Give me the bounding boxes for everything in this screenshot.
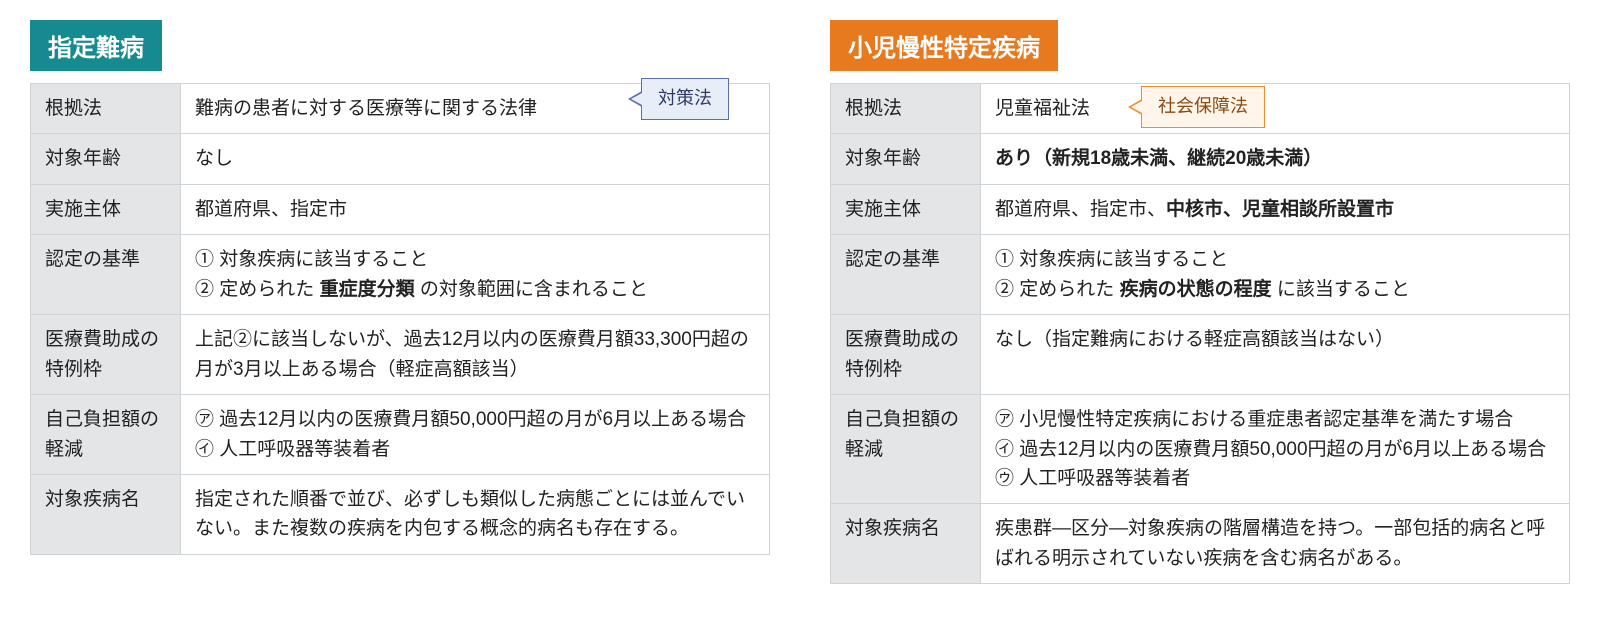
row-key: 対象年齢 — [31, 134, 181, 184]
table-row: 対象年齢 あり（新規18歳未満、継続20歳未満） — [831, 134, 1570, 184]
left-title: 指定難病 — [30, 20, 162, 71]
row-value: 児童福祉法 社会保障法 — [981, 84, 1570, 134]
table-row: 対象疾病名 疾患群―区分―対象疾病の階層構造を持つ。一部包括的病名と呼ばれる明示… — [831, 504, 1570, 584]
row-key: 根拠法 — [831, 84, 981, 134]
text-bold: 重症度分類 — [320, 279, 415, 300]
row-key: 自己負担額の軽減 — [831, 395, 981, 504]
right-table: 根拠法 児童福祉法 社会保障法 対象年齢 あり（新規18歳未満、継続20歳未満）… — [830, 83, 1570, 584]
table-row: 対象疾病名 指定された順番で並び、必ずしも類似した病態ごとには並んでいない。また… — [31, 474, 770, 554]
text: に該当すること — [1272, 279, 1410, 300]
row-key: 実施主体 — [831, 184, 981, 234]
row-value: ㋐ 過去12月以内の医療費月額50,000円超の月が6月以上ある場合 ㋑ 人工呼… — [181, 395, 770, 475]
row-key: 実施主体 — [31, 184, 181, 234]
row-value: なし（指定難病における軽症高額該当はない） — [981, 315, 1570, 395]
row-value: 都道府県、指定市 — [181, 184, 770, 234]
text: ② 定められた — [995, 279, 1120, 300]
table-row: 医療費助成の特例枠 上記②に該当しないが、過去12月以内の医療費月額33,300… — [31, 315, 770, 395]
callout-label: 対策法 — [641, 78, 729, 120]
age-text: あり（新規18歳未満、継続20歳未満） — [995, 148, 1322, 169]
criteria-line: ① 対象疾病に該当すること — [195, 245, 755, 274]
row-value: ㋐ 小児慢性特定疾病における重症患者認定基準を満たす場合 ㋑ 過去12月以内の医… — [981, 395, 1570, 504]
row-value: 上記②に該当しないが、過去12月以内の医療費月額33,300円超の月が3月以上あ… — [181, 315, 770, 395]
text: 都道府県、指定市、 — [995, 199, 1166, 220]
row-key: 対象疾病名 — [831, 504, 981, 584]
reduction-line: ㋒ 人工呼吸器等装着者 — [995, 464, 1555, 493]
text: ② 定められた — [195, 279, 320, 300]
table-row: 認定の基準 ① 対象疾病に該当すること ② 定められた 疾病の状態の程度 に該当… — [831, 235, 1570, 315]
row-key: 認定の基準 — [31, 235, 181, 315]
row-value: 疾患群―区分―対象疾病の階層構造を持つ。一部包括的病名と呼ばれる明示されていない… — [981, 504, 1570, 584]
table-row: 自己負担額の軽減 ㋐ 小児慢性特定疾病における重症患者認定基準を満たす場合 ㋑ … — [831, 395, 1570, 504]
table-row: 医療費助成の特例枠 なし（指定難病における軽症高額該当はない） — [831, 315, 1570, 395]
table-row: 根拠法 児童福祉法 社会保障法 — [831, 84, 1570, 134]
row-key: 根拠法 — [31, 84, 181, 134]
table-row: 対象年齢 なし — [31, 134, 770, 184]
basis-law-text: 児童福祉法 — [995, 98, 1090, 119]
callout-label: 社会保障法 — [1141, 86, 1265, 128]
row-value: ① 対象疾病に該当すること ② 定められた 重症度分類 の対象範囲に含まれること — [181, 235, 770, 315]
right-panel: 小児慢性特定疾病 根拠法 児童福祉法 社会保障法 対象年齢 あり（新規18歳未満… — [830, 20, 1570, 584]
row-key: 対象疾病名 — [31, 474, 181, 554]
reduction-line: ㋐ 過去12月以内の医療費月額50,000円超の月が6月以上ある場合 — [195, 405, 755, 434]
row-key: 医療費助成の特例枠 — [831, 315, 981, 395]
text-bold: 疾病の状態の程度 — [1120, 279, 1272, 300]
reduction-line: ㋐ 小児慢性特定疾病における重症患者認定基準を満たす場合 — [995, 405, 1555, 434]
row-key: 自己負担額の軽減 — [31, 395, 181, 475]
row-value: 指定された順番で並び、必ずしも類似した病態ごとには並んでいない。また複数の疾病を… — [181, 474, 770, 554]
table-row: 認定の基準 ① 対象疾病に該当すること ② 定められた 重症度分類 の対象範囲に… — [31, 235, 770, 315]
table-row: 実施主体 都道府県、指定市、中核市、児童相談所設置市 — [831, 184, 1570, 234]
right-title: 小児慢性特定疾病 — [830, 20, 1058, 71]
row-value: 難病の患者に対する医療等に関する法律 対策法 — [181, 84, 770, 134]
table-row: 自己負担額の軽減 ㋐ 過去12月以内の医療費月額50,000円超の月が6月以上あ… — [31, 395, 770, 475]
row-value: あり（新規18歳未満、継続20歳未満） — [981, 134, 1570, 184]
text-bold: 中核市、児童相談所設置市 — [1166, 199, 1394, 220]
reduction-line: ㋑ 過去12月以内の医療費月額50,000円超の月が6月以上ある場合 — [995, 435, 1555, 464]
criteria-line: ① 対象疾病に該当すること — [995, 245, 1555, 274]
text: の対象範囲に含まれること — [415, 279, 648, 300]
two-column-layout: 指定難病 根拠法 難病の患者に対する医療等に関する法律 対策法 対象年齢 なし … — [30, 20, 1570, 584]
table-row: 根拠法 難病の患者に対する医療等に関する法律 対策法 — [31, 84, 770, 134]
row-value: なし — [181, 134, 770, 184]
row-key: 対象年齢 — [831, 134, 981, 184]
row-value: ① 対象疾病に該当すること ② 定められた 疾病の状態の程度 に該当すること — [981, 235, 1570, 315]
table-row: 実施主体 都道府県、指定市 — [31, 184, 770, 234]
row-key: 認定の基準 — [831, 235, 981, 315]
criteria-line: ② 定められた 重症度分類 の対象範囲に含まれること — [195, 275, 755, 304]
row-value: 都道府県、指定市、中核市、児童相談所設置市 — [981, 184, 1570, 234]
left-panel: 指定難病 根拠法 難病の患者に対する医療等に関する法律 対策法 対象年齢 なし … — [30, 20, 770, 584]
row-key: 医療費助成の特例枠 — [31, 315, 181, 395]
criteria-line: ② 定められた 疾病の状態の程度 に該当すること — [995, 275, 1555, 304]
basis-law-text: 難病の患者に対する医療等に関する法律 — [195, 98, 537, 119]
reduction-line: ㋑ 人工呼吸器等装着者 — [195, 435, 755, 464]
left-table: 根拠法 難病の患者に対する医療等に関する法律 対策法 対象年齢 なし 実施主体 … — [30, 83, 770, 555]
